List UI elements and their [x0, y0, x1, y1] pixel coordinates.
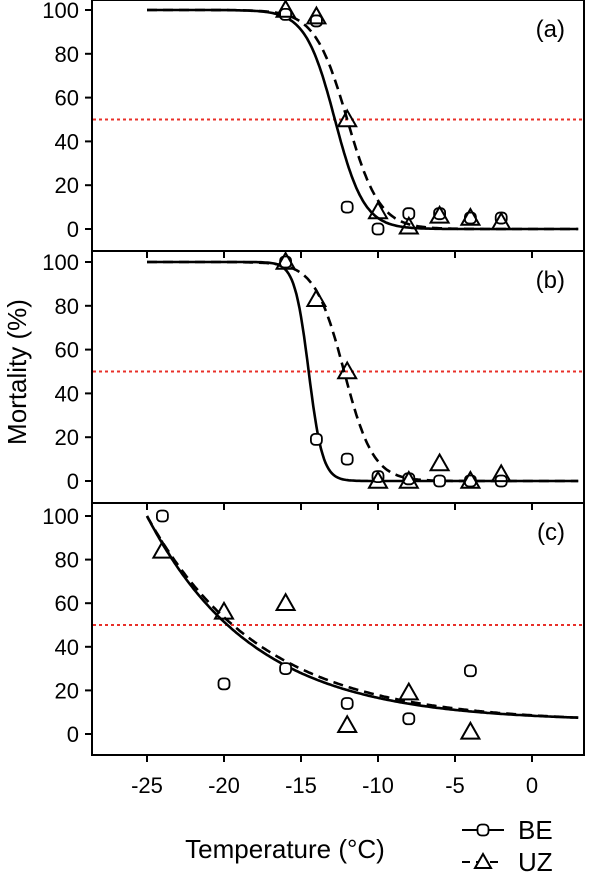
- point-uz: [213, 600, 235, 620]
- panel-label: (a): [536, 16, 565, 43]
- point-be: [433, 474, 447, 488]
- y-tick-label: 20: [55, 173, 79, 198]
- point-uz: [305, 5, 328, 25]
- point-uz: [490, 211, 512, 231]
- point-be: [309, 432, 323, 446]
- point-uz: [336, 108, 358, 128]
- y-tick-label: 80: [55, 294, 79, 319]
- legend-circle-marker: [476, 823, 490, 837]
- point-uz: [459, 469, 482, 489]
- point-uz: [490, 463, 512, 483]
- point-uz: [398, 469, 420, 489]
- point-uz: [367, 200, 389, 220]
- panel-frame: [91, 502, 585, 756]
- legend-entry-uz: UZ: [462, 847, 553, 877]
- y-tick-label: 60: [55, 86, 79, 111]
- point-uz: [428, 204, 451, 224]
- x-tick-label: 0: [526, 773, 538, 798]
- legend-label: UZ: [518, 847, 553, 877]
- point-be: [279, 662, 293, 675]
- y-tick-label: 0: [67, 469, 79, 494]
- y-tick-label: 40: [55, 129, 79, 154]
- point-uz: [398, 215, 420, 235]
- panel-3: 0 20 40 60 80 100 (c): [42, 502, 585, 762]
- x-tick-label: -5: [445, 773, 465, 798]
- y-tick-label: 20: [55, 678, 79, 703]
- x-tick-label: -15: [285, 773, 317, 798]
- y-tick-label: 40: [55, 635, 79, 660]
- panel-1: 0 20 40 60 80 100 (a): [42, 0, 585, 258]
- point-uz: [459, 207, 482, 226]
- y-tick-label: 100: [42, 0, 79, 23]
- x-tick-label: -10: [362, 773, 394, 798]
- panel-label: (b): [536, 267, 565, 294]
- legend-entry-be: BE: [462, 815, 553, 845]
- panel-label: (c): [537, 519, 565, 546]
- point-uz: [336, 360, 358, 380]
- point-be: [371, 222, 385, 236]
- legend-label: BE: [518, 815, 553, 845]
- point-uz: [336, 714, 358, 734]
- point-be: [463, 664, 477, 678]
- point-uz: [151, 539, 174, 559]
- panel-2: 0 20 40 60 80 100 (b): [42, 250, 585, 510]
- y-tick-label: 60: [55, 591, 79, 616]
- point-be: [155, 509, 169, 523]
- point-be: [309, 14, 323, 28]
- point-uz: [274, 0, 297, 18]
- point-uz: [274, 592, 297, 611]
- fit-curve-be: [145, 515, 579, 719]
- legend-triangle-marker: [473, 851, 493, 869]
- point-uz: [428, 452, 451, 472]
- y-tick-label: 0: [67, 722, 79, 747]
- point-be: [279, 7, 293, 21]
- point-uz: [459, 720, 482, 740]
- fit-curve-uz: [147, 260, 579, 483]
- y-tick-label: 80: [55, 548, 79, 573]
- y-tick-label: 0: [67, 217, 79, 242]
- point-be: [340, 200, 354, 214]
- point-uz: [305, 288, 328, 307]
- y-tick-label: 60: [55, 338, 79, 363]
- point-uz: [367, 469, 389, 489]
- fit-curve-uz: [147, 8, 579, 231]
- point-be: [340, 697, 354, 710]
- x-tick-label: -20: [208, 773, 240, 798]
- point-be: [217, 677, 231, 691]
- fit-curve-uz: [145, 515, 579, 719]
- y-tick-label: 100: [42, 504, 79, 529]
- point-be: [340, 452, 354, 466]
- y-tick-label: 20: [55, 425, 79, 450]
- y-axis-title: Mortality (%): [2, 299, 32, 445]
- x-axis-title: Temperature (°C): [185, 834, 385, 864]
- y-tick-label: 100: [42, 250, 79, 275]
- point-uz: [274, 250, 297, 270]
- point-uz: [398, 681, 420, 701]
- point-be: [402, 712, 416, 726]
- y-tick-label: 80: [55, 42, 79, 67]
- x-tick-label: -25: [131, 773, 163, 798]
- y-tick-label: 40: [55, 381, 79, 406]
